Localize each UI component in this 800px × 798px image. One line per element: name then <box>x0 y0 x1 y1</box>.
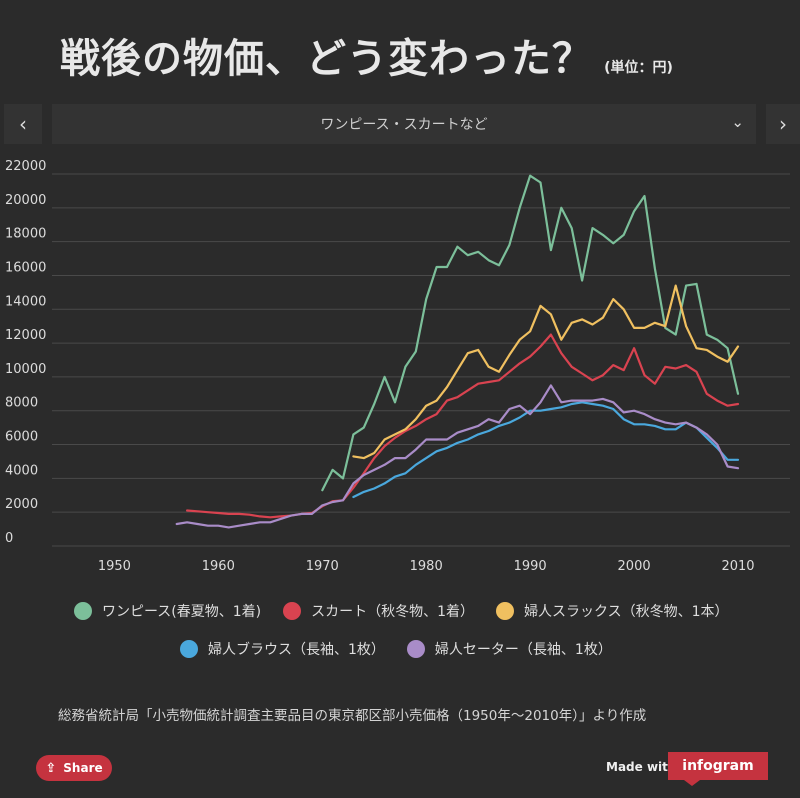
prev-button[interactable]: ‹ <box>4 104 42 144</box>
legend-label: ワンピース(春夏物、1着) <box>102 604 262 620</box>
x-tick-label: 1950 <box>98 559 131 574</box>
y-tick-label: 8000 <box>5 396 38 411</box>
series-line-5 <box>175 384 740 529</box>
series-line-1 <box>321 174 740 492</box>
y-tick-label: 4000 <box>5 463 38 478</box>
series-line-3 <box>352 284 740 460</box>
infogram-logo[interactable]: infogram <box>668 752 768 780</box>
y-tick-label: 20000 <box>5 193 46 208</box>
next-button[interactable]: › <box>766 104 800 144</box>
legend-item[interactable]: 婦人スラックス（秋冬物、1本） <box>496 601 729 621</box>
legend-dot-icon <box>180 640 198 658</box>
legend-label: スカート（秋冬物、1着） <box>311 604 475 620</box>
legend-dot-icon <box>496 602 515 620</box>
category-dropdown-label: ワンピース・スカートなど <box>320 117 488 133</box>
legend-item[interactable]: ワンピース(春夏物、1着) <box>74 601 261 621</box>
made-with-label: Made with <box>606 760 677 774</box>
x-tick-label: 1960 <box>202 559 235 574</box>
category-dropdown[interactable]: ワンピース・スカートなど ⌄ <box>52 104 756 144</box>
infogram-logo-tab <box>684 780 700 786</box>
chevron-down-icon: ⌄ <box>731 113 744 131</box>
x-tick-label: 2000 <box>618 559 651 574</box>
share-button-label: Share <box>63 761 103 775</box>
unit-label: (単位：円) <box>604 60 673 76</box>
y-tick-label: 12000 <box>5 328 46 343</box>
x-tick-label: 1980 <box>410 559 443 574</box>
x-tick-label: 2010 <box>721 559 754 574</box>
page-title: 戦後の物価、どう変わった？ <box>60 36 593 82</box>
y-tick-label: 6000 <box>5 430 38 445</box>
y-tick-label: 18000 <box>5 227 46 242</box>
legend-label: 婦人スラックス（秋冬物、1本） <box>524 604 729 620</box>
x-tick-label: 1970 <box>306 559 339 574</box>
legend-label: 婦人セーター（長袖、1枚） <box>434 642 612 658</box>
legend-item[interactable]: 婦人ブラウス（長袖、1枚） <box>180 639 385 659</box>
share-icon: ⇪ <box>45 760 57 776</box>
legend-label: 婦人ブラウス（長袖、1枚） <box>208 642 385 658</box>
series-line-2 <box>186 333 740 519</box>
legend-row-1: ワンピース(春夏物、1着) スカート（秋冬物、1着） 婦人スラックス（秋冬物、1本） <box>74 601 751 621</box>
chevron-left-icon: ‹ <box>19 112 27 136</box>
legend-dot-icon <box>406 640 425 658</box>
source-note: 総務省統計局「小売物価統計調査主要品目の東京都区部小売価格（1950年〜2010… <box>58 708 647 724</box>
y-tick-label: 10000 <box>5 362 46 377</box>
y-tick-label: 2000 <box>5 497 38 512</box>
share-button[interactable]: ⇪ Share <box>36 755 112 781</box>
y-tick-label: 0 <box>5 531 13 546</box>
x-tick-label: 1990 <box>514 559 547 574</box>
line-chart: 0 2000 4000 6000 8000 10000 12000 14000 16000 180… <box>5 160 790 574</box>
legend-dot-icon <box>74 602 92 620</box>
chevron-right-icon: › <box>779 112 787 136</box>
legend-row-2: 婦人ブラウス（長袖、1枚） 婦人セーター（長袖、1枚） <box>180 639 634 659</box>
series-line-4 <box>352 401 740 499</box>
y-tick-label: 14000 <box>5 294 46 309</box>
legend-dot-icon <box>283 602 302 620</box>
legend-item[interactable]: 婦人セーター（長袖、1枚） <box>406 639 612 659</box>
legend-item[interactable]: スカート（秋冬物、1着） <box>283 601 474 621</box>
y-tick-label: 16000 <box>5 260 46 275</box>
y-tick-label: 22000 <box>5 160 46 174</box>
title-block: 戦後の物価、どう変わった？ (単位：円) <box>60 26 673 84</box>
